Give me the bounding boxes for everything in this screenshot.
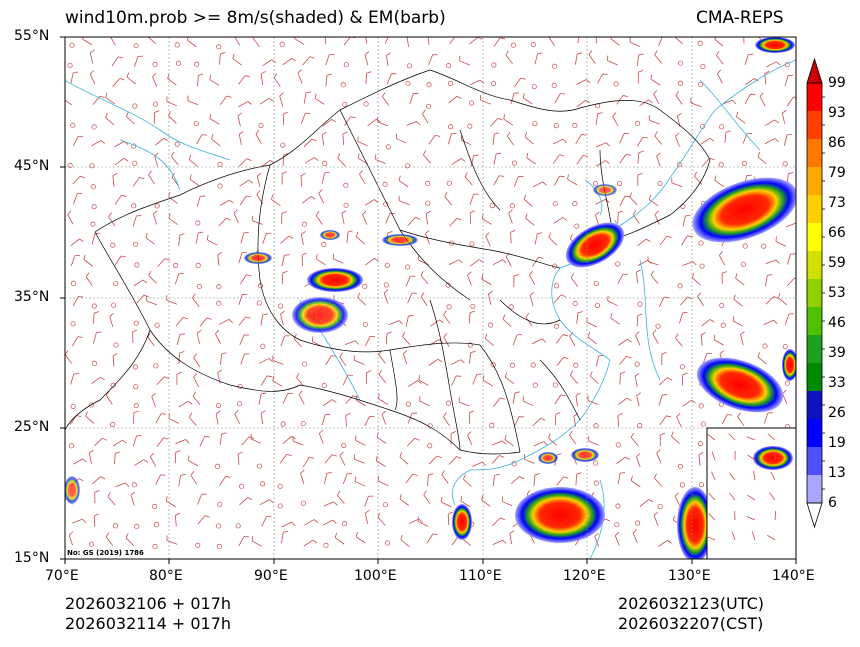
valid-time-cst: 2026032207(CST) [618, 614, 764, 633]
axis-ticks [60, 36, 797, 564]
lon-label: 120°E [563, 568, 606, 584]
lon-label: 80°E [149, 568, 183, 584]
colorbar-label: 93 [828, 105, 846, 121]
colorbar-label: 6 [828, 495, 837, 511]
init-time-utc: 2026032106 + 017h [65, 594, 232, 613]
gridlines [65, 37, 796, 559]
lat-label: 35°N [14, 289, 50, 305]
lon-label: 110°E [459, 568, 502, 584]
lon-label: 100°E [354, 568, 397, 584]
colorbar-label: 59 [828, 255, 846, 271]
lat-label: 25°N [14, 419, 50, 435]
init-time-cst: 2026032114 + 017h [65, 614, 232, 633]
colorbar-label: 73 [828, 195, 846, 211]
colorbar-label: 13 [828, 465, 846, 481]
colorbar-label: 39 [828, 345, 846, 361]
colorbar-label: 33 [828, 375, 846, 391]
colorbar [806, 57, 825, 529]
probability-shading [65, 37, 796, 559]
valid-time-utc: 2026032123(UTC) [618, 594, 764, 613]
colorbar-label: 99 [828, 75, 846, 91]
lat-label: 55°N [14, 28, 50, 44]
plot-title: wind10m.prob >= 8m/s(shaded) & EM(barb) [65, 8, 446, 28]
lon-label: 90°E [254, 568, 288, 584]
model-name: CMA-REPS [696, 8, 784, 28]
lon-label: 130°E [668, 568, 711, 584]
colorbar-label: 53 [828, 285, 846, 301]
lat-label: 15°N [14, 550, 50, 566]
colorbar-label: 86 [828, 135, 846, 151]
colorbar-label: 79 [828, 165, 846, 181]
map-approval-note: No: GS (2019) 1786 [67, 549, 144, 557]
colorbar-label: 26 [828, 405, 846, 421]
colorbar-label: 66 [828, 225, 846, 241]
colorbar-label: 46 [828, 315, 846, 331]
lon-label: 140°E [772, 568, 815, 584]
lat-label: 45°N [14, 158, 50, 174]
colorbar-label: 19 [828, 435, 846, 451]
lon-label: 70°E [45, 568, 79, 584]
inset-map [706, 427, 797, 560]
